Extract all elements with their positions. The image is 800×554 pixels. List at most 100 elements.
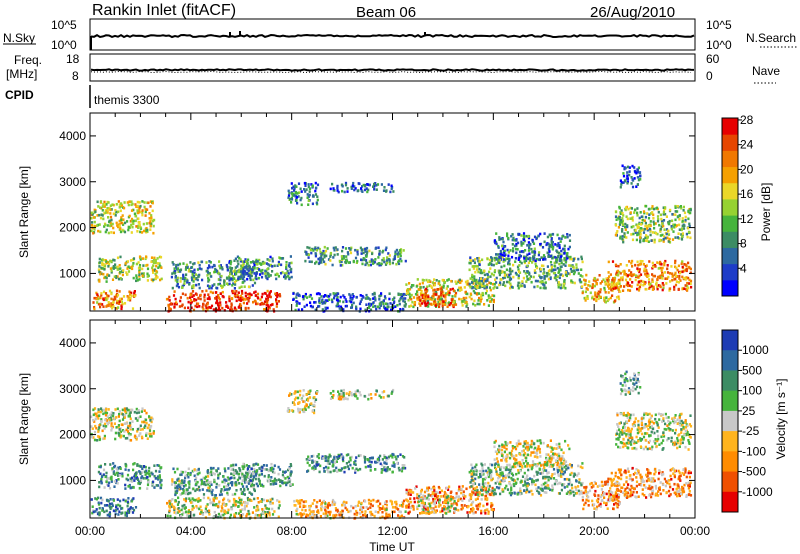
power-echo-cell [135,276,138,279]
velocity-echo-cell [127,424,130,428]
power-echo-cell [93,306,96,309]
power-echo-cell [527,241,530,244]
velocity-echo-cell [228,478,231,481]
power-echo-cell [607,298,610,301]
power-echo-cell [634,263,637,267]
power-echo-cell [487,304,490,307]
velocity-echo-cell [354,393,357,396]
power-echo-cell [99,230,102,234]
velocity-echo-cell [287,468,290,472]
power-echo-cell [149,200,152,203]
power-echo-cell [303,294,306,298]
power-echo-cell [244,265,247,269]
power-echo-cell [150,260,153,263]
power-echo-cell [550,269,553,273]
power-echo-cell [638,270,641,274]
power-echo-cell [433,298,436,301]
power-echo-cell [254,294,257,297]
power-echo-cell [252,260,255,263]
power-echo-cell [119,270,122,274]
velocity-echo-cell [94,424,97,428]
power-echo-cell [393,296,396,300]
power-echo-cell [115,221,118,225]
velocity-echo-cell [180,508,183,512]
power-echo-cell [145,222,148,225]
velocity-echo-cell [207,481,210,484]
power-echo-cell [420,290,423,293]
power-echo-cell [241,260,244,264]
power-echo-cell [349,251,353,255]
power-echo-cell [664,236,667,240]
power-echo-cell [304,292,307,296]
velocity-echo-cell [132,508,136,512]
power-echo-cell [679,279,682,282]
power-echo-cell [106,209,109,212]
power-echo-cell [511,269,514,273]
velocity-echo-cell [278,504,281,507]
power-echo-cell [268,295,271,298]
power-echo-cell [198,264,201,267]
velocity-echo-cell [219,490,223,493]
power-echo-cell [228,282,231,286]
velocity-echo-cell [98,465,101,469]
velocity-echo-cell [125,465,128,468]
power-echo-cell [121,214,124,217]
velocity-echo-cell [321,455,324,458]
power-echo-cell [170,275,173,279]
power-echo-cell [630,233,633,236]
velocity-echo-cell [174,490,177,493]
power-echo-cell [320,255,323,258]
velocity-echo-cell [150,424,153,428]
power-echo-cell [268,274,271,278]
velocity-echo-cell [230,472,233,476]
power-echo-cell [271,259,274,263]
power-echo-cell [607,277,610,280]
velocity-echo-cell [102,408,105,412]
power-echo-cell [644,221,647,225]
power-echo-cell [268,292,271,296]
power-echo-cell [306,193,309,196]
velocity-echo-cell [132,497,135,500]
power-echo-cell [646,224,649,228]
power-echo-cell [426,301,429,305]
velocity-echo-cell [327,466,330,470]
velocity-echo-cell [349,456,352,460]
power-echo-cell [249,271,252,274]
power-echo-cell [120,304,123,307]
power-echo-cell [321,308,324,311]
power-echo-cell [478,296,481,300]
velocity-echo-cell [189,499,192,502]
velocity-echo-cell [90,498,93,501]
velocity-echo-cell [382,396,385,399]
power-echo-cell [648,260,651,263]
velocity-echo-cell [121,408,124,412]
power-echo-cell [311,184,314,187]
power-echo-cell [141,267,144,271]
power-echo-cell [577,257,580,261]
power-echo-cell [503,271,506,274]
power-echo-cell [562,263,565,266]
velocity-echo-cell [121,474,124,478]
power-echo-cell [678,223,681,227]
velocity-echo-cell [197,468,200,471]
power-echo-cell [473,291,476,295]
power-echo-cell [639,174,642,178]
power-echo-cell [593,284,596,288]
power-echo-cell [624,222,627,226]
power-echo-cell [631,259,634,263]
power-echo-cell [152,224,155,228]
power-echo-cell [317,305,320,308]
velocity-echo-cell [271,480,274,483]
velocity-echo-cell [340,467,343,470]
power-echo-cell [103,276,106,280]
power-echo-cell [416,290,419,293]
velocity-echo-cell [297,396,300,400]
velocity-echo-cell [297,409,300,413]
power-echo-cell [540,276,543,280]
power-echo-cell [215,268,218,272]
power-echo-cell [442,300,445,303]
power-echo-cell [551,247,554,251]
velocity-echo-cell [331,460,334,464]
velocity-echo-cell [121,472,124,475]
velocity-echo-cell [315,392,318,395]
